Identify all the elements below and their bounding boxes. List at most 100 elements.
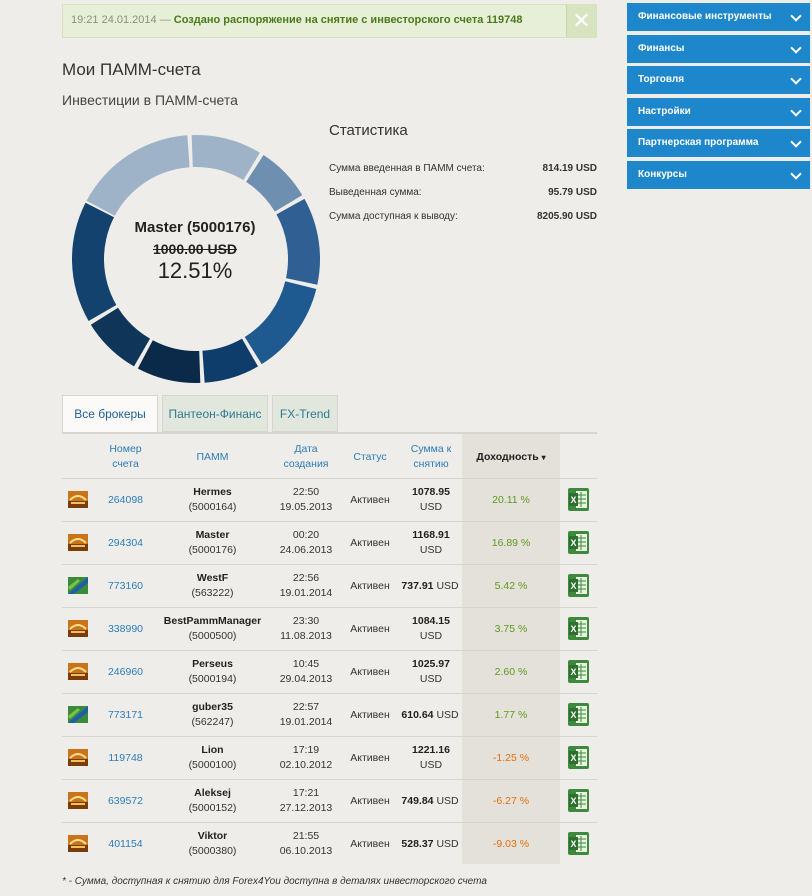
chevron-down-icon — [790, 73, 802, 85]
pamm-name: Lion (5000100) — [188, 744, 237, 771]
table-row[interactable]: 264098 Hermes (5000164) 22:50 19.05.2013 Акти… — [62, 478, 597, 521]
header-yield[interactable]: Доходность ▾ — [476, 451, 546, 463]
withdraw-sum: 1078.95 USD — [412, 486, 450, 513]
created-date: 22:50 19.05.2013 — [279, 486, 333, 513]
header-status[interactable]: Статус — [353, 451, 387, 463]
donut-segment[interactable] — [86, 135, 190, 216]
panteon-broker-icon — [68, 835, 88, 852]
status-text: Активен — [350, 795, 390, 807]
donut-segment[interactable] — [246, 155, 303, 212]
sidebar-item-label: Финансы — [638, 42, 685, 54]
header-sum[interactable]: Сумма к снятию — [410, 443, 452, 470]
excel-export-icon[interactable]: X — [567, 702, 590, 727]
fx-trend-broker-icon — [68, 577, 88, 594]
sidebar-item-trading[interactable]: Торговля — [627, 66, 810, 95]
close-icon[interactable]: ✕ — [566, 5, 596, 37]
panteon-broker-icon — [68, 491, 88, 508]
created-date: 17:19 02.10.2012 — [279, 744, 333, 771]
yield-value: 2.60 % — [494, 666, 528, 678]
tab-panteon-finans[interactable]: Пантеон-Финанс — [162, 395, 268, 432]
withdraw-sum: 1168.91 USD — [412, 529, 450, 556]
donut-segment[interactable] — [90, 307, 150, 367]
header-date[interactable]: Дата создания — [283, 443, 329, 470]
sidebar-item-finance[interactable]: Финансы — [627, 34, 810, 63]
sidebar-item-label: Настройки — [638, 105, 691, 117]
tab-fx-trend[interactable]: FX-Trend — [272, 395, 338, 432]
yield-column-highlight — [462, 432, 560, 864]
donut-segment[interactable] — [244, 281, 317, 365]
svg-text:X: X — [570, 667, 576, 677]
stat-value: 95.79 USD — [548, 187, 597, 198]
yield-value: 5.42 % — [494, 580, 528, 592]
account-link[interactable]: 401154 — [108, 838, 143, 850]
footnote: * - Сумма, доступная к снятию для Forex4… — [62, 876, 487, 887]
account-link[interactable]: 294304 — [107, 537, 144, 549]
account-link[interactable]: 773171 — [107, 709, 144, 721]
status-text: Активен — [350, 666, 390, 678]
account-link[interactable]: 338990 — [107, 623, 144, 635]
status-text: Активен — [350, 838, 390, 850]
account-link[interactable]: 264098 — [107, 494, 144, 506]
table-row[interactable]: 246960 Perseus (5000194) 10:45 29.04.2013 Акт… — [62, 650, 597, 693]
pamm-name: Aleksej (5000152) — [188, 787, 237, 814]
excel-export-icon[interactable]: X — [567, 616, 590, 641]
sidebar-item-financial-instruments[interactable]: Финансовые инструменты — [627, 3, 810, 31]
table-header: Номер счета ПАММ Дата создания Статус Су… — [62, 432, 597, 478]
excel-export-icon[interactable]: X — [567, 487, 590, 512]
sidebar-item-settings[interactable]: Настройки — [627, 97, 810, 126]
account-link[interactable]: 639572 — [107, 795, 144, 807]
table-row[interactable]: 639572 Aleksej (5000152) 17:21 27.12.2013 Акт… — [62, 779, 597, 822]
donut-segment[interactable] — [276, 198, 320, 285]
table-row[interactable]: 338990 BestPammManager (5000500) 23:30 11.08… — [62, 607, 597, 650]
investment-donut-chart[interactable] — [68, 131, 324, 387]
svg-text:X: X — [570, 796, 576, 806]
donut-segment[interactable] — [202, 338, 258, 383]
sidebar-item-partner-program[interactable]: Партнерская программа — [627, 129, 810, 158]
panteon-broker-icon — [68, 534, 88, 551]
excel-export-icon[interactable]: X — [567, 573, 590, 598]
excel-export-icon[interactable]: X — [567, 788, 590, 813]
yield-value: -6.27 % — [492, 795, 530, 807]
header-account[interactable]: Номер счета — [109, 443, 142, 470]
stat-value: 814.19 USD — [542, 163, 597, 174]
table-row[interactable]: 294304 Master (5000176) 00:20 24.06.2013 Акти… — [62, 521, 597, 564]
panteon-broker-icon — [68, 749, 88, 766]
created-date: 22:57 19.01.2014 — [279, 701, 333, 728]
stat-label: Выведенная сумма: — [329, 187, 422, 198]
excel-export-icon[interactable]: X — [567, 530, 590, 555]
account-link[interactable]: 773160 — [107, 580, 144, 592]
donut-segment[interactable] — [137, 340, 201, 383]
table-body: 264098 Hermes (5000164) 22:50 19.05.2013 Акти… — [62, 478, 597, 865]
table-row[interactable]: 119748 Lion (5000100) 17:19 02.10.2012 Активе… — [62, 736, 597, 779]
account-link[interactable]: 119748 — [108, 752, 143, 764]
withdraw-sum: 737.91 USD — [401, 580, 459, 592]
pamm-name: WestF (563222) — [191, 572, 234, 599]
pamm-name: Master (5000176) — [188, 529, 237, 556]
chevron-down-icon — [790, 136, 802, 149]
excel-export-icon[interactable]: X — [567, 659, 590, 684]
chevron-down-icon — [790, 41, 802, 54]
stat-label: Сумма введенная в ПАММ счета: — [329, 163, 485, 174]
donut-segment[interactable] — [191, 135, 260, 181]
yield-value: 20.11 % — [492, 494, 530, 506]
sidebar-item-contests[interactable]: Конкурсы — [627, 160, 810, 189]
excel-export-icon[interactable]: X — [567, 831, 590, 856]
table-row[interactable]: 401154 Viktor (5000380) 21:55 06.10.2013 Акти… — [62, 822, 597, 865]
section-title: Инвестиции в ПАММ-счета — [62, 92, 238, 108]
status-text: Активен — [350, 709, 390, 721]
pamm-name: Viktor (5000380) — [188, 830, 237, 857]
yield-value: 1.77 % — [494, 709, 528, 721]
table-row[interactable]: 773171 guber35 (562247) 22:57 19.01.2014 Акти… — [62, 693, 597, 736]
excel-export-icon[interactable]: X — [567, 745, 590, 770]
donut-segment[interactable] — [71, 202, 117, 321]
table-row[interactable]: 773160 WestF (563222) 22:56 19.01.2014 Активе… — [62, 564, 597, 607]
chevron-down-icon — [790, 105, 802, 117]
status-text: Активен — [350, 752, 390, 764]
tab-all-brokers[interactable]: Все брокеры — [62, 395, 158, 433]
panteon-broker-icon — [68, 792, 88, 809]
account-link[interactable]: 246960 — [107, 666, 144, 678]
header-pamm[interactable]: ПАММ — [196, 451, 229, 463]
pamm-name: Perseus (5000194) — [188, 658, 237, 685]
pamm-table: Номер счета ПАММ Дата создания Статус Су… — [62, 432, 597, 865]
panteon-broker-icon — [68, 663, 88, 680]
